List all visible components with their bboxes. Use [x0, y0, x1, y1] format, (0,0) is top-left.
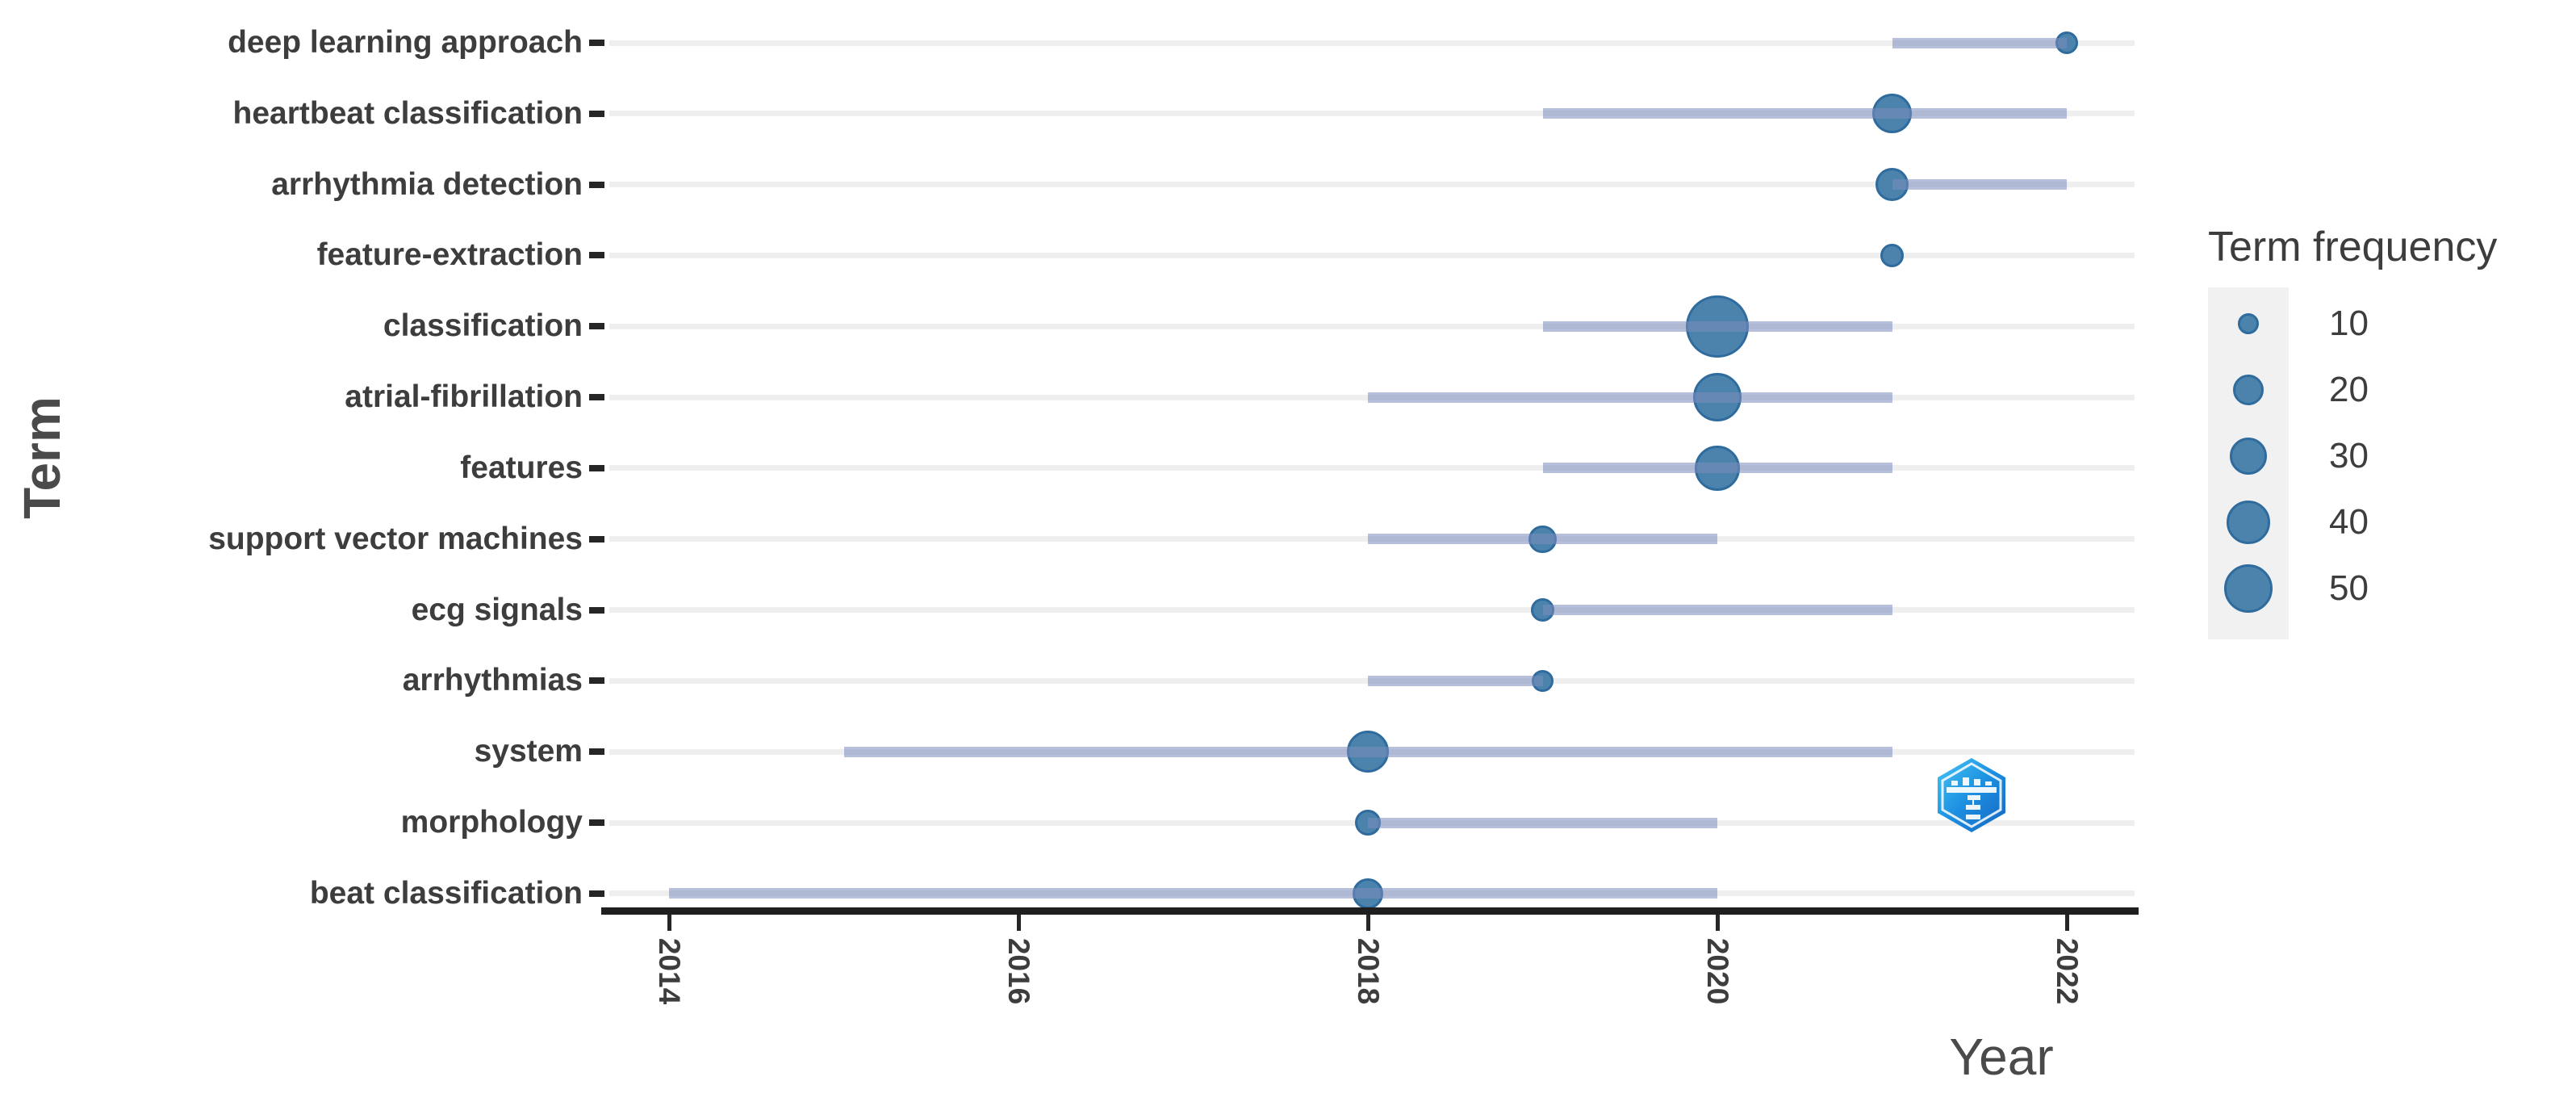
term-label: beat classification: [309, 875, 583, 911]
legend-size-label: 20: [2329, 370, 2369, 409]
term-year-range-line: [1542, 463, 1892, 474]
y-axis-tick: [589, 890, 604, 897]
x-axis-tick: [667, 915, 671, 931]
term-label: support vector machines: [208, 521, 583, 556]
legend-size-label: 30: [2329, 436, 2369, 475]
gridline: [609, 465, 2135, 471]
term-year-range-line: [669, 888, 1717, 899]
legend-size-label: 10: [2329, 304, 2369, 343]
term-label: feature-extraction: [316, 237, 583, 273]
y-axis-tick: [589, 323, 604, 330]
term-year-range-line: [1542, 108, 2067, 119]
y-axis-tick: [589, 606, 604, 614]
y-axis-tick: [589, 181, 604, 188]
y-axis-tick: [589, 748, 604, 756]
legend-size-label: 50: [2329, 568, 2369, 608]
x-axis-tick: [2064, 915, 2069, 931]
term-year-range-line: [1892, 37, 2067, 48]
term-year-range-line: [843, 746, 1892, 757]
y-axis-tick: [589, 819, 604, 827]
legend-size-dot: [2223, 563, 2273, 614]
x-axis-tick: [1016, 915, 1021, 931]
legend-size-dot: [2232, 374, 2264, 405]
y-axis-tick: [589, 110, 604, 117]
y-axis-tick: [589, 394, 604, 401]
y-axis-tick: [589, 40, 604, 46]
term-label: deep learning approach: [228, 25, 583, 60]
gridline: [609, 40, 2135, 46]
legend-size-dot: [2237, 312, 2260, 335]
y-axis-tick: [589, 252, 604, 259]
x-tick-label: 2018: [1352, 937, 1385, 1005]
x-tick-label: 2014: [653, 937, 686, 1005]
hexagon-inner-outline: [1941, 762, 2002, 828]
legend-size-label: 40: [2329, 502, 2369, 542]
term-label: system: [474, 734, 583, 769]
hexagon-logo-watermark: [1938, 758, 2005, 832]
x-tick-label: 2016: [1002, 937, 1035, 1005]
y-axis-tick: [589, 677, 604, 685]
y-axis-tick: [589, 535, 604, 543]
term-label: arrhythmia detection: [271, 166, 583, 202]
term-label: features: [460, 450, 583, 485]
term-year-range-line: [1542, 320, 1892, 332]
logo-glyph: [1947, 777, 1997, 819]
term-label: atrial-fibrillation: [345, 379, 583, 415]
gridline: [609, 111, 2135, 117]
term-frequency-dot: [1880, 244, 1904, 267]
gridline: [609, 182, 2135, 188]
x-axis-tick: [1715, 915, 1720, 931]
term-label: morphology: [400, 805, 583, 840]
gridline: [609, 323, 2135, 329]
legend-title: Term frequency: [2208, 224, 2498, 270]
term-label: classification: [383, 308, 583, 344]
x-axis-line: [601, 907, 2139, 915]
legend-size-dot: [2229, 437, 2268, 475]
x-tick-label: 2020: [1701, 937, 1734, 1005]
term-label: ecg signals: [411, 592, 583, 627]
term-year-range-line: [1542, 605, 1892, 616]
x-axis-tick: [1365, 915, 1370, 931]
term-year-range-line: [1368, 392, 1892, 403]
term-year-range-line: [1368, 675, 1543, 686]
y-axis-tick: [589, 464, 604, 471]
term-year-range-line: [1368, 817, 1717, 828]
term-label: heartbeat classification: [232, 95, 583, 131]
term-year-range-line: [1892, 179, 2067, 191]
legend-size-dot: [2227, 501, 2270, 544]
gridline: [609, 252, 2135, 258]
term-frequency-legend: Term frequency 10 20 30 40 50: [2208, 223, 2576, 639]
term-year-range-line: [1368, 534, 1717, 545]
x-tick-label: 2022: [2051, 937, 2084, 1005]
gridline: [609, 607, 2135, 614]
x-axis-title: Year: [1949, 1028, 2054, 1086]
term-label: arrhythmias: [402, 663, 583, 698]
